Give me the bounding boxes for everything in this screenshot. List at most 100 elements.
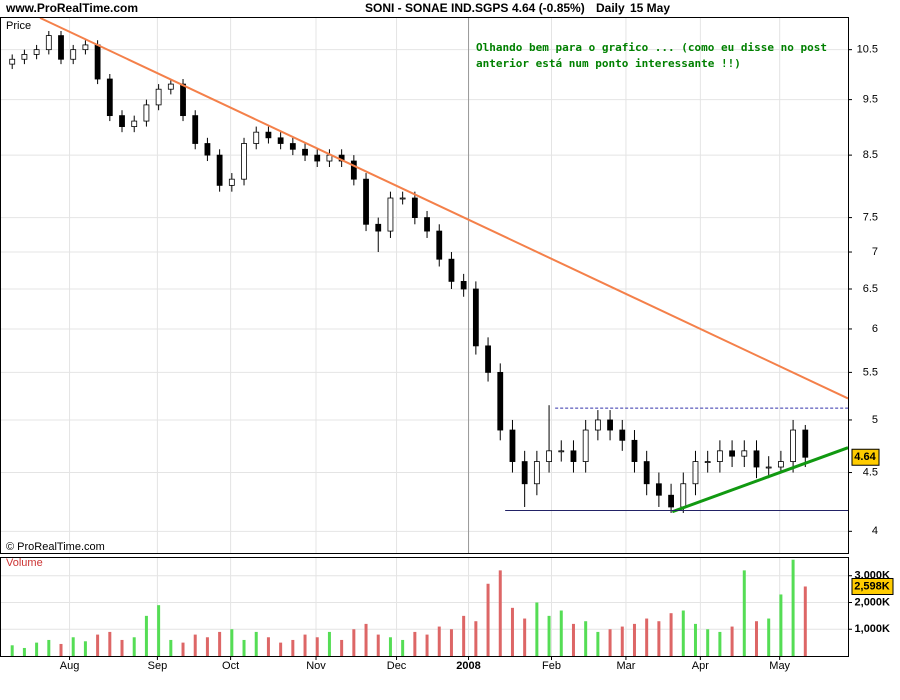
x-tick-label: Dec	[387, 660, 407, 672]
volume-bar	[181, 642, 185, 656]
volume-bar	[584, 621, 588, 656]
y-tick-label: 7.5	[863, 211, 878, 223]
candle-body	[472, 288, 479, 347]
trend-line	[671, 446, 849, 514]
trend-line	[39, 16, 849, 400]
volume-bar	[108, 631, 112, 656]
candle-body	[619, 429, 626, 441]
volume-bar	[96, 634, 100, 656]
volume-bar	[230, 629, 234, 656]
volume-bar	[425, 634, 429, 656]
y-tick-label: 10.5	[857, 44, 878, 56]
symbol: SONI - SONAE IND.SGPS	[365, 1, 508, 15]
volume-bar	[291, 639, 295, 656]
volume-bar	[242, 639, 246, 656]
candle-body	[655, 483, 662, 496]
candle-body	[692, 461, 699, 485]
price-panel	[0, 17, 849, 554]
volume-bar	[388, 637, 392, 656]
candle-body	[729, 450, 735, 457]
volume-bar	[35, 642, 39, 656]
candle-body	[448, 258, 455, 282]
candle-body	[424, 217, 430, 232]
volume-bar	[47, 639, 51, 656]
volume-bar	[193, 634, 197, 656]
volume-bar	[132, 637, 136, 656]
volume-bar	[169, 639, 173, 656]
candle-body	[399, 197, 406, 200]
volume-bar	[205, 637, 209, 656]
date: 15 May	[630, 1, 670, 15]
volume-bar	[498, 570, 502, 656]
volume-bar	[327, 631, 331, 656]
volume-panel	[0, 557, 849, 657]
y-tick-label: 6.5	[863, 283, 878, 295]
candle-body	[289, 143, 296, 150]
candle-body	[70, 49, 77, 60]
candle-body	[790, 429, 796, 462]
volume-bar	[535, 602, 539, 656]
candle-body	[521, 461, 528, 485]
candle-body	[363, 178, 369, 225]
volume-bar	[303, 634, 307, 656]
volume-bar	[59, 643, 63, 656]
volume-bar	[547, 615, 551, 656]
y-tick-label: 5.5	[863, 366, 878, 378]
x-tick-label: 2008	[456, 660, 480, 672]
volume-bar	[266, 637, 270, 656]
volume-bar	[120, 639, 124, 656]
period: Daily	[596, 1, 625, 15]
candle-body	[594, 419, 601, 431]
annotation: Olhando bem para o grafico ... (como eu …	[476, 41, 827, 54]
candle-body	[387, 197, 394, 232]
volume-bar	[254, 631, 258, 656]
candle-body	[436, 230, 443, 260]
candle-body	[192, 115, 199, 144]
site: www.ProRealTime.com	[5, 1, 138, 15]
last-price-label: 4.64	[854, 451, 876, 463]
candle-body	[204, 143, 211, 156]
last-price-box	[851, 448, 880, 466]
candle-body	[131, 120, 138, 127]
candle-body	[753, 450, 760, 468]
y-tick-label: 9.5	[863, 94, 878, 106]
candle-body	[509, 429, 516, 462]
volume-bar	[718, 631, 722, 656]
x-tick-label: Feb	[542, 660, 561, 672]
candle-body	[485, 345, 491, 373]
candle-body	[582, 429, 589, 462]
y-tick-label: 8.5	[863, 149, 878, 161]
volume-bar	[401, 639, 405, 656]
candle-body	[570, 450, 577, 462]
volume-bar	[559, 610, 563, 656]
candle-body	[546, 450, 552, 462]
candle-body	[631, 439, 638, 462]
y-tick-label: 2,000K	[855, 596, 891, 608]
volume-bar	[730, 626, 734, 656]
x-tick-label: Mar	[616, 660, 635, 672]
candle-body	[777, 461, 784, 468]
candle-body	[741, 450, 748, 457]
candle-body	[265, 131, 272, 139]
y-tick-label: 4.5	[863, 466, 878, 478]
candle-body	[119, 115, 125, 127]
candle-body	[228, 178, 235, 186]
volume-bar	[754, 621, 758, 656]
candle-body	[704, 461, 711, 463]
y-tick-label: 1,000K	[855, 623, 891, 635]
volume-bar	[803, 586, 807, 656]
volume-bar	[449, 629, 453, 656]
candle-body	[241, 143, 247, 180]
grid	[0, 17, 848, 656]
last-volume-label: 2,598K	[854, 580, 890, 592]
volume-bar	[706, 629, 710, 656]
volume-bar	[657, 621, 661, 656]
y-tick-label: 5	[872, 414, 878, 426]
candle-body	[411, 197, 418, 218]
candle-body	[180, 83, 186, 117]
volume-bar	[571, 623, 575, 656]
annotation: anterior está num ponto interessante !!)	[476, 57, 741, 70]
marks	[9, 16, 849, 656]
